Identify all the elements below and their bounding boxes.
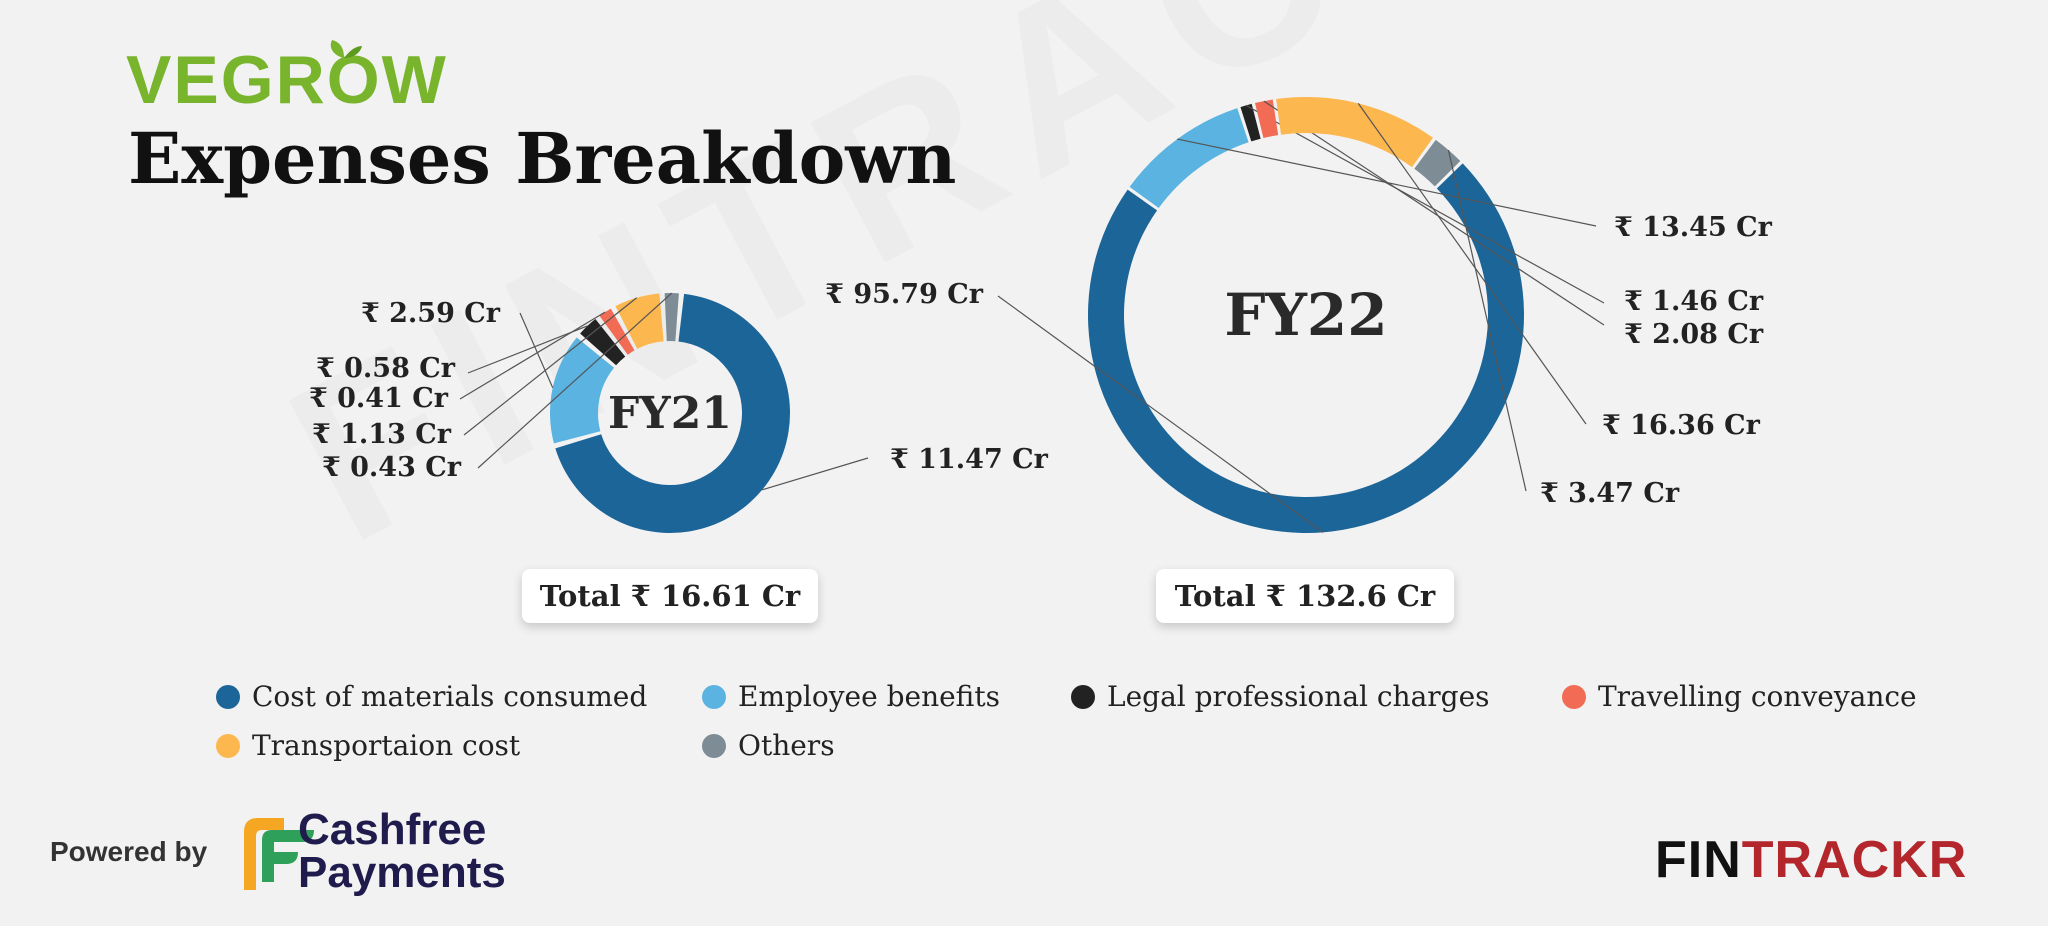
slice-label-transportation: ₹ 1.13 Cr	[312, 419, 452, 450]
leader-line-legal-professional	[1245, 104, 1605, 304]
fintrackr-logo-part1: FIN	[1655, 831, 1742, 889]
page-title: Expenses Breakdown	[128, 117, 957, 200]
fintrackr-logo-part2: TRACKR	[1741, 831, 1968, 889]
slice-label-travelling: ₹ 2.08 Cr	[1624, 319, 1764, 350]
slice-cost-of-materials	[1087, 163, 1524, 534]
slice-cost-of-materials	[555, 293, 790, 533]
leader-line-others	[1447, 149, 1527, 492]
slice-legal-professional	[1240, 103, 1261, 142]
leader-line-travelling	[1263, 100, 1605, 326]
legend-item-employee-benefits: Employee benefits	[702, 680, 1000, 713]
legend-swatch	[1562, 684, 1586, 709]
fy22-total-box: Total ₹ 132.6 Cr	[1156, 569, 1454, 623]
slice-label-others: ₹ 3.47 Cr	[1540, 478, 1680, 509]
powered-by-text: Powered by	[50, 836, 208, 867]
fintrackr-logo: FINTRACKR	[1655, 834, 1967, 886]
legend-swatch	[1071, 684, 1095, 709]
slice-label-employee-benefits: ₹ 13.45 Cr	[1614, 212, 1773, 243]
legend-label: Employee benefits	[738, 680, 1000, 713]
legend-item-travelling: Travelling conveyance	[1562, 680, 1917, 713]
slice-legal-professional	[580, 319, 626, 366]
cashfree-line2: Payments	[298, 848, 506, 898]
slice-transportation	[1276, 97, 1433, 168]
center-label-fy21: FY21	[608, 388, 732, 439]
slice-label-transportation: ₹ 16.36 Cr	[1602, 410, 1761, 441]
legend-label: Others	[738, 729, 835, 762]
center-label-fy22: FY22	[1224, 281, 1387, 349]
leader-line-others	[477, 292, 673, 469]
leaf-icon	[330, 40, 362, 58]
slice-employee-benefits	[550, 337, 615, 444]
legend-swatch	[702, 684, 726, 709]
cashfree-logo-icon	[244, 818, 314, 890]
legend-label: Travelling conveyance	[1598, 680, 1917, 713]
legend-label: Legal professional charges	[1107, 680, 1490, 713]
leader-line-cost-of-materials	[762, 457, 869, 491]
slice-label-legal-professional: ₹ 0.58 Cr	[316, 353, 456, 384]
slice-others	[664, 293, 679, 342]
cashfree-line1: Cashfree	[298, 805, 487, 854]
legend-item-others: Others	[702, 729, 835, 762]
fy21-total-box: Total ₹ 16.61 Cr	[522, 569, 818, 623]
legend-swatch	[702, 733, 726, 758]
legend-item-transportation: Transportaion cost	[216, 729, 520, 762]
slice-label-cost-of-materials: ₹ 11.47 Cr	[890, 444, 1049, 475]
vegrow-logo: VEGROW	[126, 40, 448, 114]
slice-label-cost-of-materials: ₹ 95.79 Cr	[825, 279, 984, 310]
leader-line-cost-of-materials	[997, 295, 1324, 533]
leader-line-legal-professional	[467, 325, 588, 374]
brand-name: VEGROW	[126, 42, 448, 118]
slice-label-others: ₹ 0.43 Cr	[322, 452, 462, 483]
legend-item-legal-professional: Legal professional charges	[1071, 680, 1490, 713]
cashfree-logo-text: Cashfree Payments	[298, 805, 506, 898]
legend-swatch	[216, 684, 240, 709]
donut-fy22: ₹ 95.79 Cr ₹ 13.45 Cr ₹ 1.46 Cr₹ 2.08 Cr ₹ …	[825, 97, 1773, 534]
legend-swatch	[216, 733, 240, 758]
leader-line-transportation	[463, 297, 638, 436]
leader-line-employee-benefits	[519, 312, 554, 388]
leader-line-transportation	[1357, 103, 1587, 425]
slice-travelling	[1254, 99, 1279, 139]
leader-line-travelling	[459, 311, 606, 400]
slice-employee-benefits	[1129, 108, 1249, 209]
slice-label-travelling: ₹ 0.41 Cr	[309, 383, 449, 414]
legend-label: Cost of materials consumed	[252, 680, 648, 713]
slice-label-employee-benefits: ₹ 2.59 Cr	[361, 298, 501, 329]
legend-label: Transportaion cost	[252, 729, 521, 762]
legend-item-cost-of-materials: Cost of materials consumed	[216, 680, 647, 713]
slice-label-legal-professional: ₹ 1.46 Cr	[1624, 286, 1764, 317]
donut-fy21: ₹ 11.47 Cr ₹ 2.59 Cr ₹ 0.58 Cr₹ 0.41 Cr ₹ 1…	[309, 292, 1049, 533]
slice-transportation	[615, 293, 664, 349]
